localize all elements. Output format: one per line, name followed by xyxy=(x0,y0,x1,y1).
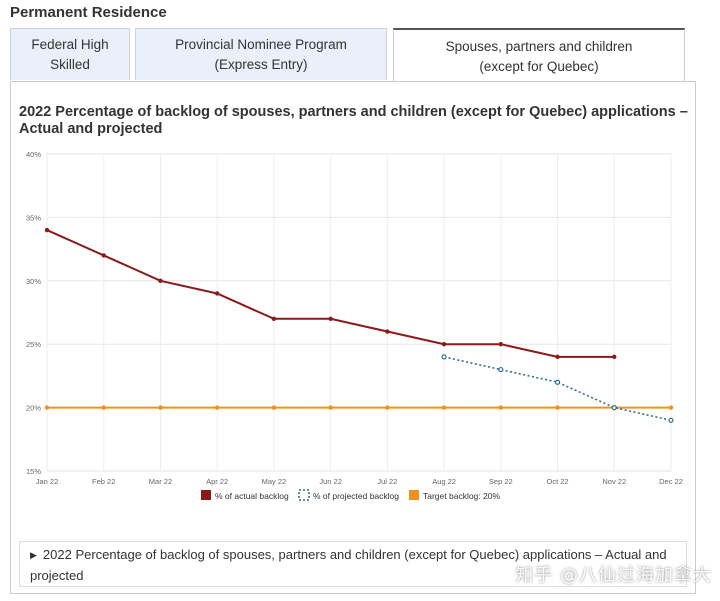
tab-panel: 2022 Percentage of backlog of spouses, p… xyxy=(10,81,696,594)
legend-swatch xyxy=(201,490,211,500)
data-point xyxy=(441,405,447,410)
x-tick-label: Jul 22 xyxy=(377,477,397,486)
data-point xyxy=(101,253,106,258)
tab-list: Federal High Skilled Provincial Nominee … xyxy=(10,28,696,83)
x-tick-label: Mar 22 xyxy=(149,477,172,486)
data-point xyxy=(328,405,333,410)
legend-label: Target backlog: 20% xyxy=(423,491,500,501)
section-heading: Permanent Residence xyxy=(10,4,167,21)
x-tick-label: Feb 22 xyxy=(92,477,115,486)
y-tick-label: 30% xyxy=(26,277,41,286)
x-tick-label: Aug 22 xyxy=(432,477,456,486)
data-point xyxy=(612,354,617,360)
data-point xyxy=(554,379,561,385)
y-tick-label: 25% xyxy=(26,340,41,349)
data-point xyxy=(214,291,220,296)
data-point xyxy=(158,278,163,283)
data-point xyxy=(498,366,504,373)
x-tick-label: Jun 22 xyxy=(319,477,342,486)
x-tick-label: Oct 22 xyxy=(546,477,568,486)
expand-triangle-icon: ▶ xyxy=(30,550,37,560)
tab-provincial-nominee-program[interactable]: Provincial Nominee Program (Express Entr… xyxy=(135,28,387,80)
data-point xyxy=(555,354,560,360)
data-table-toggle[interactable]: ▶ 2022 Percentage of backlog of spouses, … xyxy=(19,541,687,587)
tab-label: Federal High Skilled xyxy=(31,36,109,72)
data-point xyxy=(385,329,390,334)
data-point xyxy=(555,405,560,410)
watermark-text: 知乎 @八仙过海加拿大 xyxy=(515,565,712,586)
data-point xyxy=(441,342,447,347)
data-point xyxy=(271,316,277,322)
data-point xyxy=(611,405,617,411)
line-chart: 15% 20% 25% 30% 35% 40% Jan 22 Feb 22 Mar 22 Apr … xyxy=(26,150,683,501)
x-tick-label: Dec 22 xyxy=(659,477,683,486)
legend-label: % of projected backlog xyxy=(313,491,399,501)
tab-spouses-partners-children[interactable]: Spouses, partners and children (except f… xyxy=(393,28,685,83)
data-point xyxy=(101,405,106,410)
x-tick-label: Sep 22 xyxy=(489,477,513,486)
legend-label: % of actual backlog xyxy=(215,491,289,501)
data-point xyxy=(44,405,50,410)
x-tick-label: May 22 xyxy=(262,477,287,486)
legend-swatch xyxy=(409,490,419,500)
chart-title: 2022 Percentage of backlog of spouses, p… xyxy=(19,104,688,137)
data-point xyxy=(385,405,390,410)
y-tick-label: 35% xyxy=(26,213,41,222)
data-point xyxy=(668,405,674,410)
y-tick-label: 15% xyxy=(26,467,41,476)
data-point xyxy=(328,316,333,322)
x-tick-label: Jan 22 xyxy=(36,477,59,486)
data-point xyxy=(214,405,220,410)
data-point xyxy=(498,405,504,410)
y-tick-label: 40% xyxy=(26,150,41,159)
data-point xyxy=(271,405,277,410)
data-table-toggle-label: 2022 Percentage of backlog of spouses, p… xyxy=(30,547,667,583)
tab-label: Spouses, partners and children (except f… xyxy=(445,38,633,74)
data-point xyxy=(498,342,504,347)
data-point xyxy=(668,417,674,423)
data-point xyxy=(158,405,163,410)
tab-label: Provincial Nominee Program (Express Entr… xyxy=(175,36,347,72)
data-point xyxy=(441,354,447,360)
x-tick-label: Nov 22 xyxy=(602,477,626,486)
tab-federal-high-skilled[interactable]: Federal High Skilled xyxy=(10,28,130,80)
data-point xyxy=(44,227,50,233)
y-tick-label: 20% xyxy=(26,404,41,413)
legend-swatch xyxy=(298,489,310,501)
x-tick-label: Apr 22 xyxy=(206,477,228,486)
